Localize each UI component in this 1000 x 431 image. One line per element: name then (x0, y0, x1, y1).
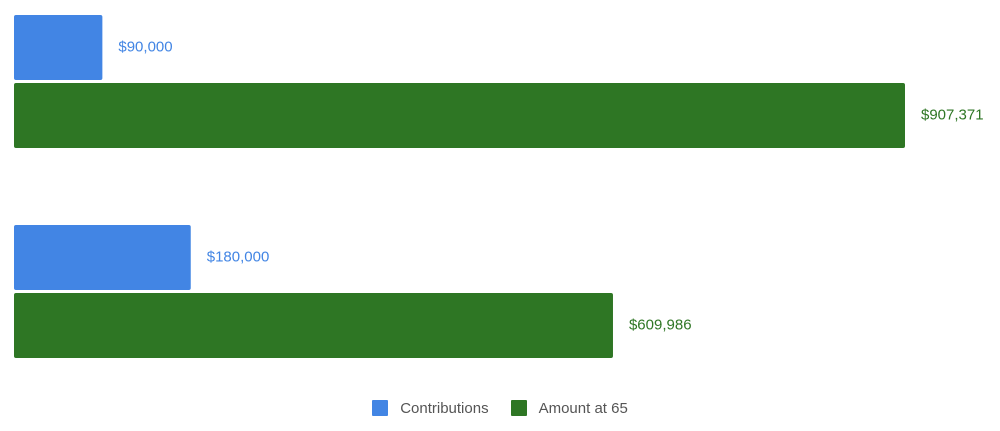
bar-contributions-2[interactable] (14, 225, 191, 290)
data-label-contributions-1: $90,000 (118, 38, 172, 55)
bar-contributions-1[interactable] (14, 15, 103, 80)
bar-amount-at-65-2[interactable] (14, 293, 613, 358)
legend-label-amount-at-65: Amount at 65 (538, 399, 628, 417)
data-label-contributions-2: $180,000 (207, 248, 270, 265)
legend-swatch-amount-at-65 (510, 400, 527, 416)
data-label-amount-at-65-2: $609,986 (629, 316, 692, 333)
legend: Contributions Amount at 65 (0, 396, 1000, 420)
legend-item-amount-at-65[interactable]: Amount at 65 (510, 399, 628, 417)
data-label-amount-at-65-1: $907,371 (921, 106, 984, 123)
legend-item-contributions[interactable]: Contributions (372, 399, 489, 417)
legend-swatch-contributions (372, 400, 389, 416)
bar-amount-at-65-1[interactable] (14, 83, 905, 148)
legend-label-contributions: Contributions (400, 399, 489, 417)
